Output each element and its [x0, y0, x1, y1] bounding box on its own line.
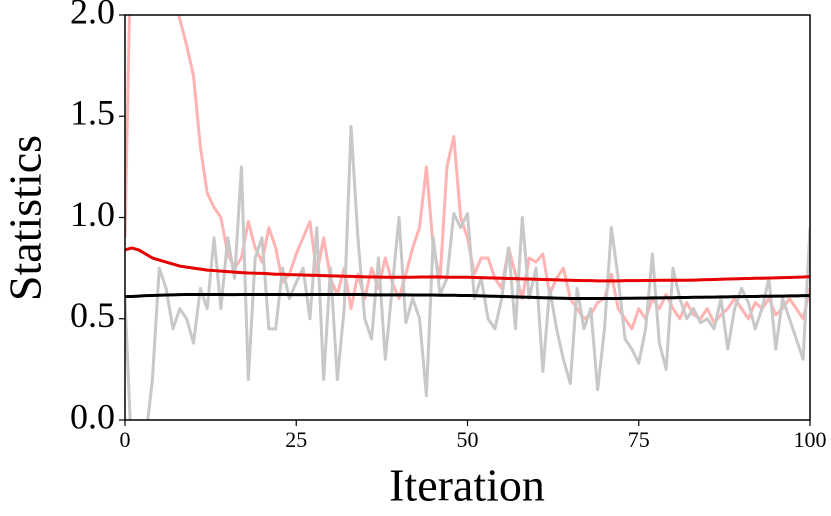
y-tick-label: 0.0 — [70, 396, 115, 436]
y-tick-label: 1.5 — [70, 93, 115, 133]
x-tick-label: 100 — [794, 427, 827, 452]
y-tick-label: 2.0 — [70, 0, 115, 31]
plot-area — [125, 15, 810, 420]
y-axis-label: Statistics — [0, 135, 51, 301]
series-line — [125, 124, 810, 420]
x-tick-label: 75 — [628, 427, 650, 452]
x-axis-label: Iteration — [389, 460, 545, 511]
y-tick-label: 1.0 — [70, 194, 115, 234]
y-tick-label: 0.5 — [70, 295, 115, 335]
x-tick-label: 25 — [285, 427, 307, 452]
series-line — [125, 292, 810, 300]
series-line — [125, 246, 810, 283]
x-tick-label: 0 — [120, 427, 131, 452]
x-tick-label: 50 — [457, 427, 479, 452]
